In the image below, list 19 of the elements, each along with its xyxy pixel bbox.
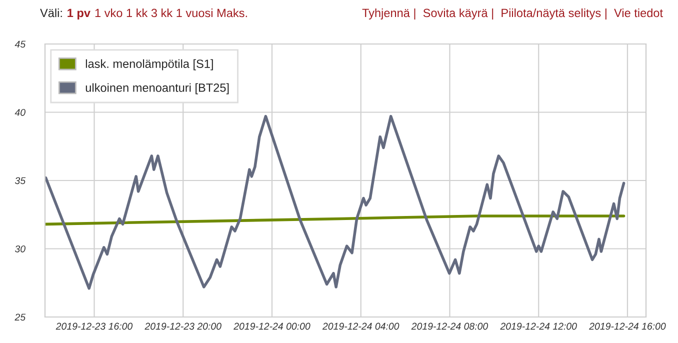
text: Tyhjennä | Sovita käyrä | Piilota/näytä selitys | Vie tiedot: [362, 8, 663, 20]
y-tick-label: 45: [14, 40, 26, 48]
text: 1 vko 1 kk 3 kk 1 vuosi Maks.: [95, 8, 247, 18]
x-tick-label: 2019-12-24 04:00: [322, 322, 400, 330]
x-tick-label: 2019-12-24 08:00: [411, 322, 488, 330]
y-tick-label: 25: [14, 314, 26, 321]
x-tick-label: 2019-12-23 16:00: [56, 322, 133, 330]
legend-label: lask. menolämpötila [S1]: [86, 59, 213, 70]
y-tick-label: 30: [14, 245, 26, 252]
text: 1 pv: [68, 8, 90, 20]
line-series: [45, 114, 626, 290]
x-tick-label: 2019-12-23 20:00: [144, 322, 222, 330]
x-tick-label: 2019-12-24 16:00: [589, 322, 666, 330]
y-tick-label: 35: [14, 177, 26, 184]
y-tick-label: 40: [14, 108, 26, 116]
legend-label: ulkoinen menoanturi [BT25]: [86, 83, 229, 94]
x-tick-label: 2019-12-24 00:00: [234, 322, 310, 330]
x-tick-label: 2019-12-24 12:00: [500, 322, 577, 330]
text: Väli:: [40, 8, 62, 18]
